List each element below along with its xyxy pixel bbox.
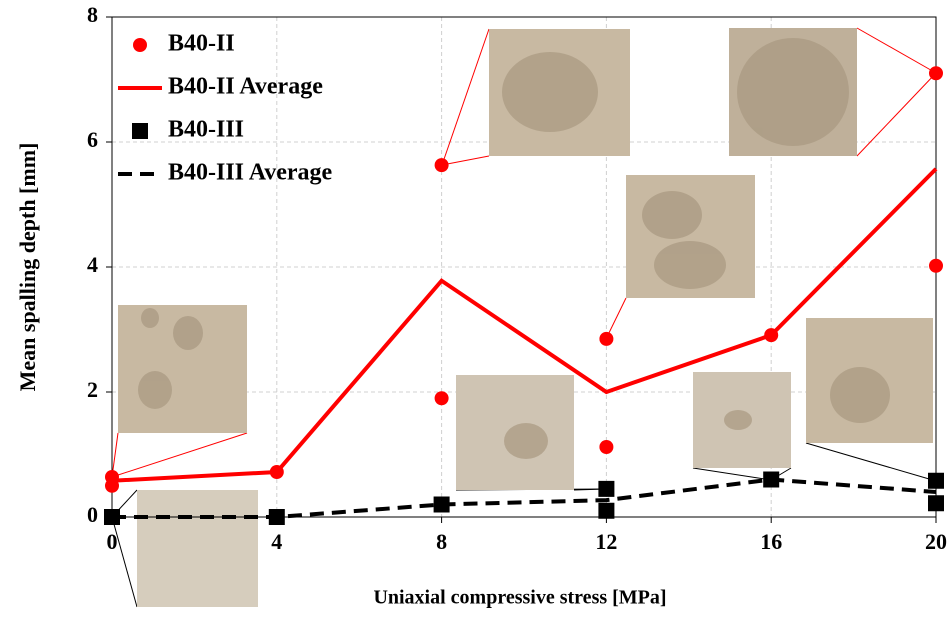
x-tick-label: 4 <box>271 529 282 554</box>
photo-leader <box>856 72 937 157</box>
y-tick-label: 0 <box>87 502 98 527</box>
point <box>763 471 780 488</box>
photo-leader <box>441 155 490 166</box>
point <box>599 440 614 454</box>
photo-leader <box>856 27 937 74</box>
spall <box>138 371 172 409</box>
point <box>105 470 119 484</box>
photo-leader <box>441 28 490 166</box>
average-line <box>112 477 937 519</box>
legend-label: B40-III Average <box>168 160 333 186</box>
photo-leader <box>605 297 627 340</box>
spall <box>141 308 159 328</box>
point <box>268 509 285 525</box>
photo-spalls <box>138 38 890 459</box>
photo-leader <box>805 442 937 482</box>
x-tick-label: 8 <box>436 529 447 554</box>
point <box>929 66 943 81</box>
spall <box>502 52 598 132</box>
y-tick-label: 6 <box>87 127 98 152</box>
x-axis-label: Uniaxial compressive stress [MPa] <box>373 587 666 609</box>
point <box>598 502 615 519</box>
photo-leader <box>111 516 138 608</box>
x-tick-label: 0 <box>107 529 118 554</box>
point <box>764 328 779 343</box>
point <box>269 465 284 479</box>
point <box>434 158 449 173</box>
point <box>928 495 944 512</box>
photo-leader <box>111 432 248 478</box>
x-tick-label: 16 <box>760 529 782 554</box>
spall <box>724 410 752 430</box>
legend-label: B40-II <box>168 31 235 57</box>
point <box>104 509 120 525</box>
point <box>929 258 943 273</box>
y-axis-label: Mean spalling depth [mm] <box>15 143 40 392</box>
point <box>433 496 450 513</box>
x-tick-label: 20 <box>925 529 947 554</box>
specimen-photos <box>111 27 937 608</box>
spall <box>737 38 849 146</box>
point <box>928 472 944 489</box>
y-tick-label: 4 <box>87 252 98 277</box>
point <box>599 331 614 346</box>
point <box>598 480 615 497</box>
photo-leader <box>111 432 119 478</box>
average-line <box>111 167 938 483</box>
spall <box>504 423 548 459</box>
x-tick-label: 12 <box>595 529 617 554</box>
photo <box>137 490 258 607</box>
spall <box>642 191 702 239</box>
legend-label: B40-III <box>168 117 244 143</box>
spall <box>654 241 726 289</box>
y-tick-label: 8 <box>87 2 98 27</box>
legend-symbol <box>133 38 147 52</box>
photo-leader <box>692 467 772 481</box>
point <box>434 391 449 406</box>
y-tick-label: 2 <box>87 377 98 402</box>
legend-symbol <box>132 123 148 139</box>
spall <box>830 367 890 423</box>
legend-label: B40-II Average <box>168 74 323 100</box>
spall <box>173 316 203 350</box>
